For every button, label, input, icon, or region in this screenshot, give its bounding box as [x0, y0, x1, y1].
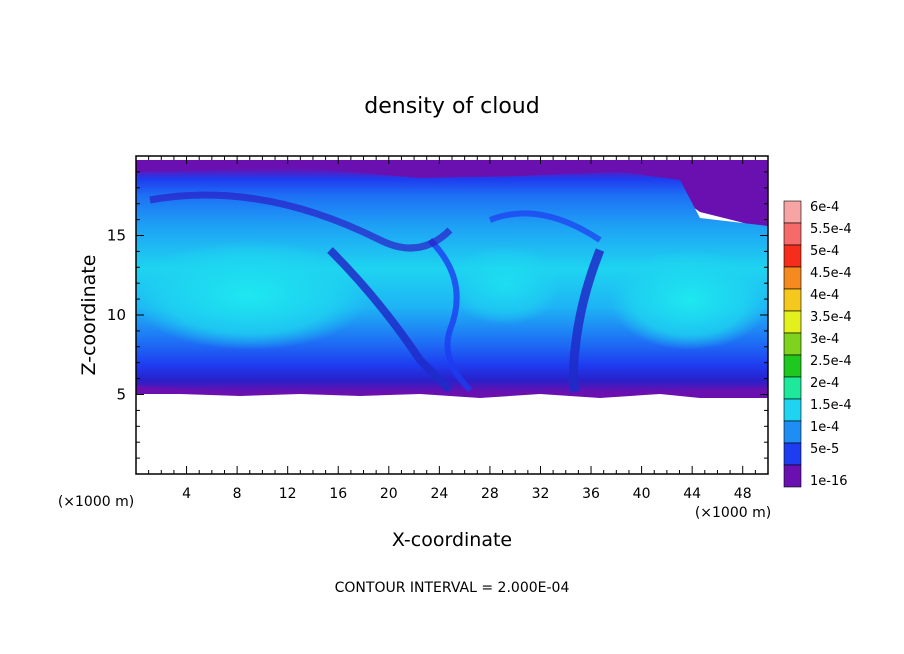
- legend-label: 1.5e-4: [810, 398, 852, 413]
- x-tick-label: 32: [532, 486, 550, 502]
- filament-5: [488, 210, 602, 243]
- plot-area: [136, 160, 768, 398]
- x-tick-label: 44: [683, 486, 701, 502]
- legend-swatch: [783, 266, 802, 290]
- x-tick-label: 4: [182, 486, 191, 502]
- x-ticks: 4 8 12 16 20 24 28 32 36 40 44 48: [148, 156, 756, 502]
- cloud-core-mid: [450, 245, 560, 325]
- y-tick-label: 10: [107, 306, 126, 324]
- legend-label: 2.5e-4: [810, 354, 852, 369]
- legend-swatch: [783, 288, 802, 312]
- filament-3: [427, 237, 473, 393]
- legend-swatch: [783, 310, 802, 334]
- legend-swatch: [783, 222, 802, 246]
- legend-swatch: [783, 376, 802, 400]
- chart-title: density of cloud: [364, 94, 539, 119]
- y-tick-label: 15: [107, 227, 126, 245]
- x-tick-label: 8: [233, 486, 242, 502]
- contour-interval-note: CONTOUR INTERVAL = 2.000E-04: [335, 580, 570, 596]
- y-ticks: 5 10 15: [107, 171, 768, 459]
- y-axis-label: Z-coordinate: [78, 255, 100, 376]
- x-tick-label: 16: [329, 486, 347, 502]
- legend-swatch: [783, 354, 802, 378]
- legend-swatch: [783, 420, 802, 444]
- legend-swatch: [783, 442, 802, 466]
- legend-swatch: [783, 332, 802, 356]
- legend-label: 3.5e-4: [810, 310, 852, 325]
- legend-label: 6e-4: [810, 200, 839, 215]
- x-tick-label: 48: [734, 486, 752, 502]
- legend-label: 4e-4: [810, 288, 839, 303]
- colorbar-legend: 6e-4 5.5e-4 5e-4 4.5e-4 4e-4 3.5e-4 3e-4 2.5e-4…: [783, 200, 852, 489]
- y-axis-unit: (×1000 m): [58, 494, 134, 510]
- legend-label: 5e-4: [810, 244, 839, 259]
- filament-4: [149, 191, 453, 252]
- x-tick-label: 40: [633, 486, 651, 502]
- legend-label: 5.5e-4: [810, 222, 852, 237]
- legend-swatch: [783, 398, 802, 422]
- legend-label: 1e-4: [810, 420, 839, 435]
- x-tick-label: 24: [430, 486, 448, 502]
- cloud-core-right: [610, 250, 768, 350]
- legend-label: 5e-5: [810, 442, 839, 457]
- y-tick-label: 5: [116, 386, 126, 404]
- filament-2: [569, 248, 605, 393]
- legend-label: 1e-16: [810, 474, 848, 489]
- x-tick-label: 36: [582, 486, 600, 502]
- cloud-core-left: [136, 240, 370, 350]
- x-axis-label: X-coordinate: [392, 529, 512, 551]
- x-tick-label: 12: [279, 486, 297, 502]
- x-tick-label: 20: [380, 486, 398, 502]
- legend-label: 3e-4: [810, 332, 839, 347]
- legend-swatch: [783, 200, 802, 224]
- x-tick-label: 28: [481, 486, 499, 502]
- legend-label: 4.5e-4: [810, 266, 852, 281]
- legend-swatch: [783, 244, 802, 268]
- filament-1: [327, 247, 453, 393]
- x-axis-unit: (×1000 m): [695, 505, 771, 521]
- legend-swatch: [783, 464, 802, 488]
- legend-label: 2e-4: [810, 376, 839, 391]
